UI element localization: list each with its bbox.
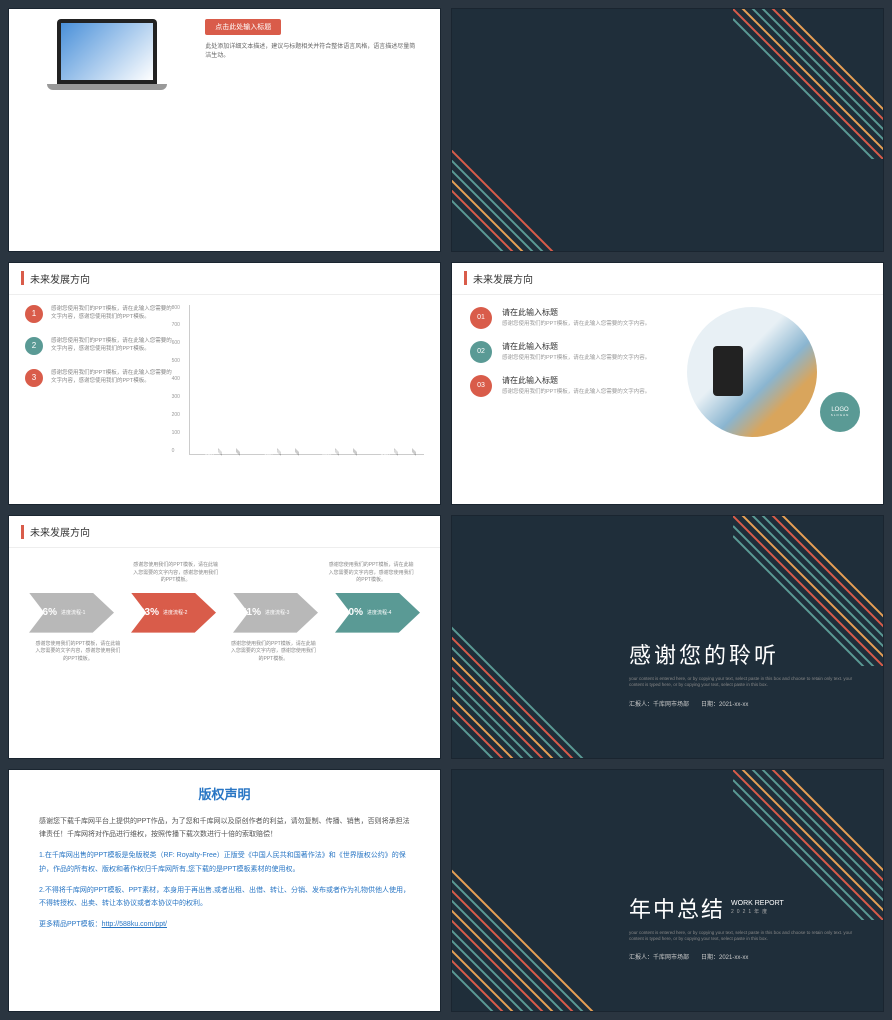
- paragraph: 感谢您下载千库网平台上提供的PPT作品，为了您和千库网以及原创作者的利益，请勿复…: [39, 815, 410, 842]
- arrow-percent: 90%: [343, 607, 363, 618]
- list-item: 01 请在此输入标题 感谢您使用我们的PPT模板，请在此输入您需要的文字内容。: [470, 307, 671, 329]
- section-title: 未来发展方向: [473, 271, 533, 286]
- description-text: your content is entered here, or by copy…: [629, 930, 859, 943]
- item-title: 请在此输入标题: [502, 341, 650, 352]
- description-text: your content is entered here, or by copy…: [629, 676, 859, 689]
- slide-4: 未来发展方向 01 请在此输入标题 感谢您使用我们的PPT模板，请在此输入您需要…: [451, 262, 884, 506]
- numbered-list: 01 请在此输入标题 感谢您使用我们的PPT模板，请在此输入您需要的文字内容。 …: [470, 307, 671, 437]
- arrow-label: 进度流程-3: [265, 609, 289, 616]
- arrow-desc: 感谢您使用我们的PPT模板，请在此输入您需要的文字内容，感谢您使用我们的PPT模…: [230, 641, 316, 664]
- logo-badge: LOGOSLOGAN: [820, 392, 860, 432]
- axis-label: 100: [172, 430, 180, 436]
- item-title: 请在此输入标题: [502, 375, 650, 386]
- diagonal-stripes-icon: [451, 101, 602, 252]
- process-arrow: 23% 进度流程-2: [131, 593, 216, 633]
- item-desc: 感谢您使用我们的PPT模板，请在此输入您需要的文字内容。: [502, 320, 650, 328]
- numbered-list: 1 感谢您使用我们的PPT模板，请在此输入您需要的文字内容，感谢您使用我们的PP…: [25, 305, 177, 455]
- paragraph: 1.在千库网出售的PPT模板是免版税类（RF: Royalty-Free）正版受…: [39, 849, 410, 876]
- slide-1: 点击此处输入标题 此处添加详细文本描述，建议与标题相关并符合整体语言风格，语言描…: [8, 8, 441, 252]
- thanks-title: 感谢您的聆听: [629, 638, 859, 670]
- title-button: 点击此处输入标题: [205, 19, 281, 35]
- list-item: 02 请在此输入标题 感谢您使用我们的PPT模板，请在此输入您需要的文字内容。: [470, 341, 671, 363]
- footer-text: 汇报人：千库网市场部 日期：2021-xx-xx: [629, 952, 859, 961]
- report-subtitle: WORK REPORT2021年度: [731, 900, 784, 914]
- slide-6-thanks: 感谢您的聆听 your content is entered here, or …: [451, 515, 884, 759]
- item-desc: 感谢您使用我们的PPT模板，请在此输入您需要的文字内容。: [502, 354, 650, 362]
- section-title: 未来发展方向: [30, 524, 90, 539]
- number-badge: 01: [470, 307, 492, 329]
- arrow-percent: 51%: [241, 607, 261, 618]
- slide-5-process: 未来发展方向 感谢您使用我们的PPT模板，请在此输入您需要的文字内容，感谢您使用…: [8, 515, 441, 759]
- laptop-image: [29, 19, 185, 84]
- number-badge: 3: [25, 369, 43, 387]
- process-arrow: 51% 进度流程-3: [233, 593, 318, 633]
- circular-image: LOGOSLOGAN: [687, 307, 865, 437]
- bar-chart: 0100200300400500600700800 60%40%86%30%: [189, 305, 424, 455]
- slide-2: [451, 8, 884, 252]
- item-title: 请在此输入标题: [502, 307, 650, 318]
- axis-label: 800: [172, 305, 180, 311]
- axis-label: 200: [172, 412, 180, 418]
- axis-label: 300: [172, 394, 180, 400]
- arrow-desc: 感谢您使用我们的PPT模板，请在此输入您需要的文字内容，感谢您使用我们的PPT模…: [35, 641, 121, 664]
- arrow-label: 进度流程-1: [61, 609, 85, 616]
- diagonal-stripes-icon: [451, 831, 632, 1012]
- number-badge: 1: [25, 305, 43, 323]
- number-badge: 02: [470, 341, 492, 363]
- axis-label: 400: [172, 376, 180, 382]
- list-item: 03 请在此输入标题 感谢您使用我们的PPT模板，请在此输入您需要的文字内容。: [470, 375, 671, 397]
- section-title: 未来发展方向: [30, 271, 90, 286]
- slide-7-copyright: 版权声明 感谢您下载千库网平台上提供的PPT作品，为了您和千库网以及原创作者的利…: [8, 769, 441, 1013]
- link-text: 更多精品PPT模板：http://588ku.com/ppt/: [39, 918, 410, 931]
- number-badge: 03: [470, 375, 492, 397]
- process-arrow: 16% 进度流程-1: [29, 593, 114, 633]
- list-item: 2 感谢您使用我们的PPT模板，请在此输入您需要的文字内容，感谢您使用我们的PP…: [25, 337, 177, 355]
- footer-text: 汇报人：千库网市场部 日期：2021-xx-xx: [629, 699, 859, 708]
- axis-label: 500: [172, 358, 180, 364]
- diagonal-stripes-icon: [451, 578, 632, 759]
- axis-label: 600: [172, 340, 180, 346]
- arrow-label: 进度流程-2: [163, 609, 187, 616]
- arrow-label: 进度流程-4: [367, 609, 391, 616]
- slide-3-chart: 未来发展方向 1 感谢您使用我们的PPT模板，请在此输入您需要的文字内容，感谢您…: [8, 262, 441, 506]
- report-title: 年中总结: [629, 892, 725, 924]
- arrow-percent: 16%: [37, 607, 57, 618]
- paragraph: 2.不得将千库网的PPT模板、PPT素材，本身用于再出售,或者出租、出借、转让、…: [39, 884, 410, 911]
- slide-8-cover: 年中总结 WORK REPORT2021年度 your content is e…: [451, 769, 884, 1013]
- arrow-percent: 23%: [139, 607, 159, 618]
- axis-label: 700: [172, 322, 180, 328]
- item-desc: 感谢您使用我们的PPT模板，请在此输入您需要的文字内容。: [502, 388, 650, 396]
- arrow-desc: 感谢您使用我们的PPT模板，请在此输入您需要的文字内容，感谢您使用我们的PPT模…: [328, 562, 414, 585]
- list-item: 3 感谢您使用我们的PPT模板，请在此输入您需要的文字内容，感谢您使用我们的PP…: [25, 369, 177, 387]
- list-item: 1 感谢您使用我们的PPT模板，请在此输入您需要的文字内容，感谢您使用我们的PP…: [25, 305, 177, 323]
- diagonal-stripes-icon: [733, 8, 884, 159]
- description-text: 此处添加详细文本描述，建议与标题相关并符合整体语言风格，语言描述尽量简洁生动。: [205, 41, 420, 59]
- arrow-desc: 感谢您使用我们的PPT模板，请在此输入您需要的文字内容，感谢您使用我们的PPT模…: [133, 562, 219, 585]
- process-arrow: 90% 进度流程-4: [335, 593, 420, 633]
- item-text: 感谢您使用我们的PPT模板，请在此输入您需要的文字内容，感谢您使用我们的PPT模…: [51, 369, 177, 387]
- axis-label: 0: [172, 448, 180, 454]
- item-text: 感谢您使用我们的PPT模板，请在此输入您需要的文字内容，感谢您使用我们的PPT模…: [51, 337, 177, 355]
- item-text: 感谢您使用我们的PPT模板，请在此输入您需要的文字内容，感谢您使用我们的PPT模…: [51, 305, 177, 323]
- copyright-title: 版权声明: [39, 784, 410, 803]
- process-arrows: 16% 进度流程-1 23% 进度流程-2 51% 进度流程-3 90% 进度流…: [29, 593, 420, 633]
- number-badge: 2: [25, 337, 43, 355]
